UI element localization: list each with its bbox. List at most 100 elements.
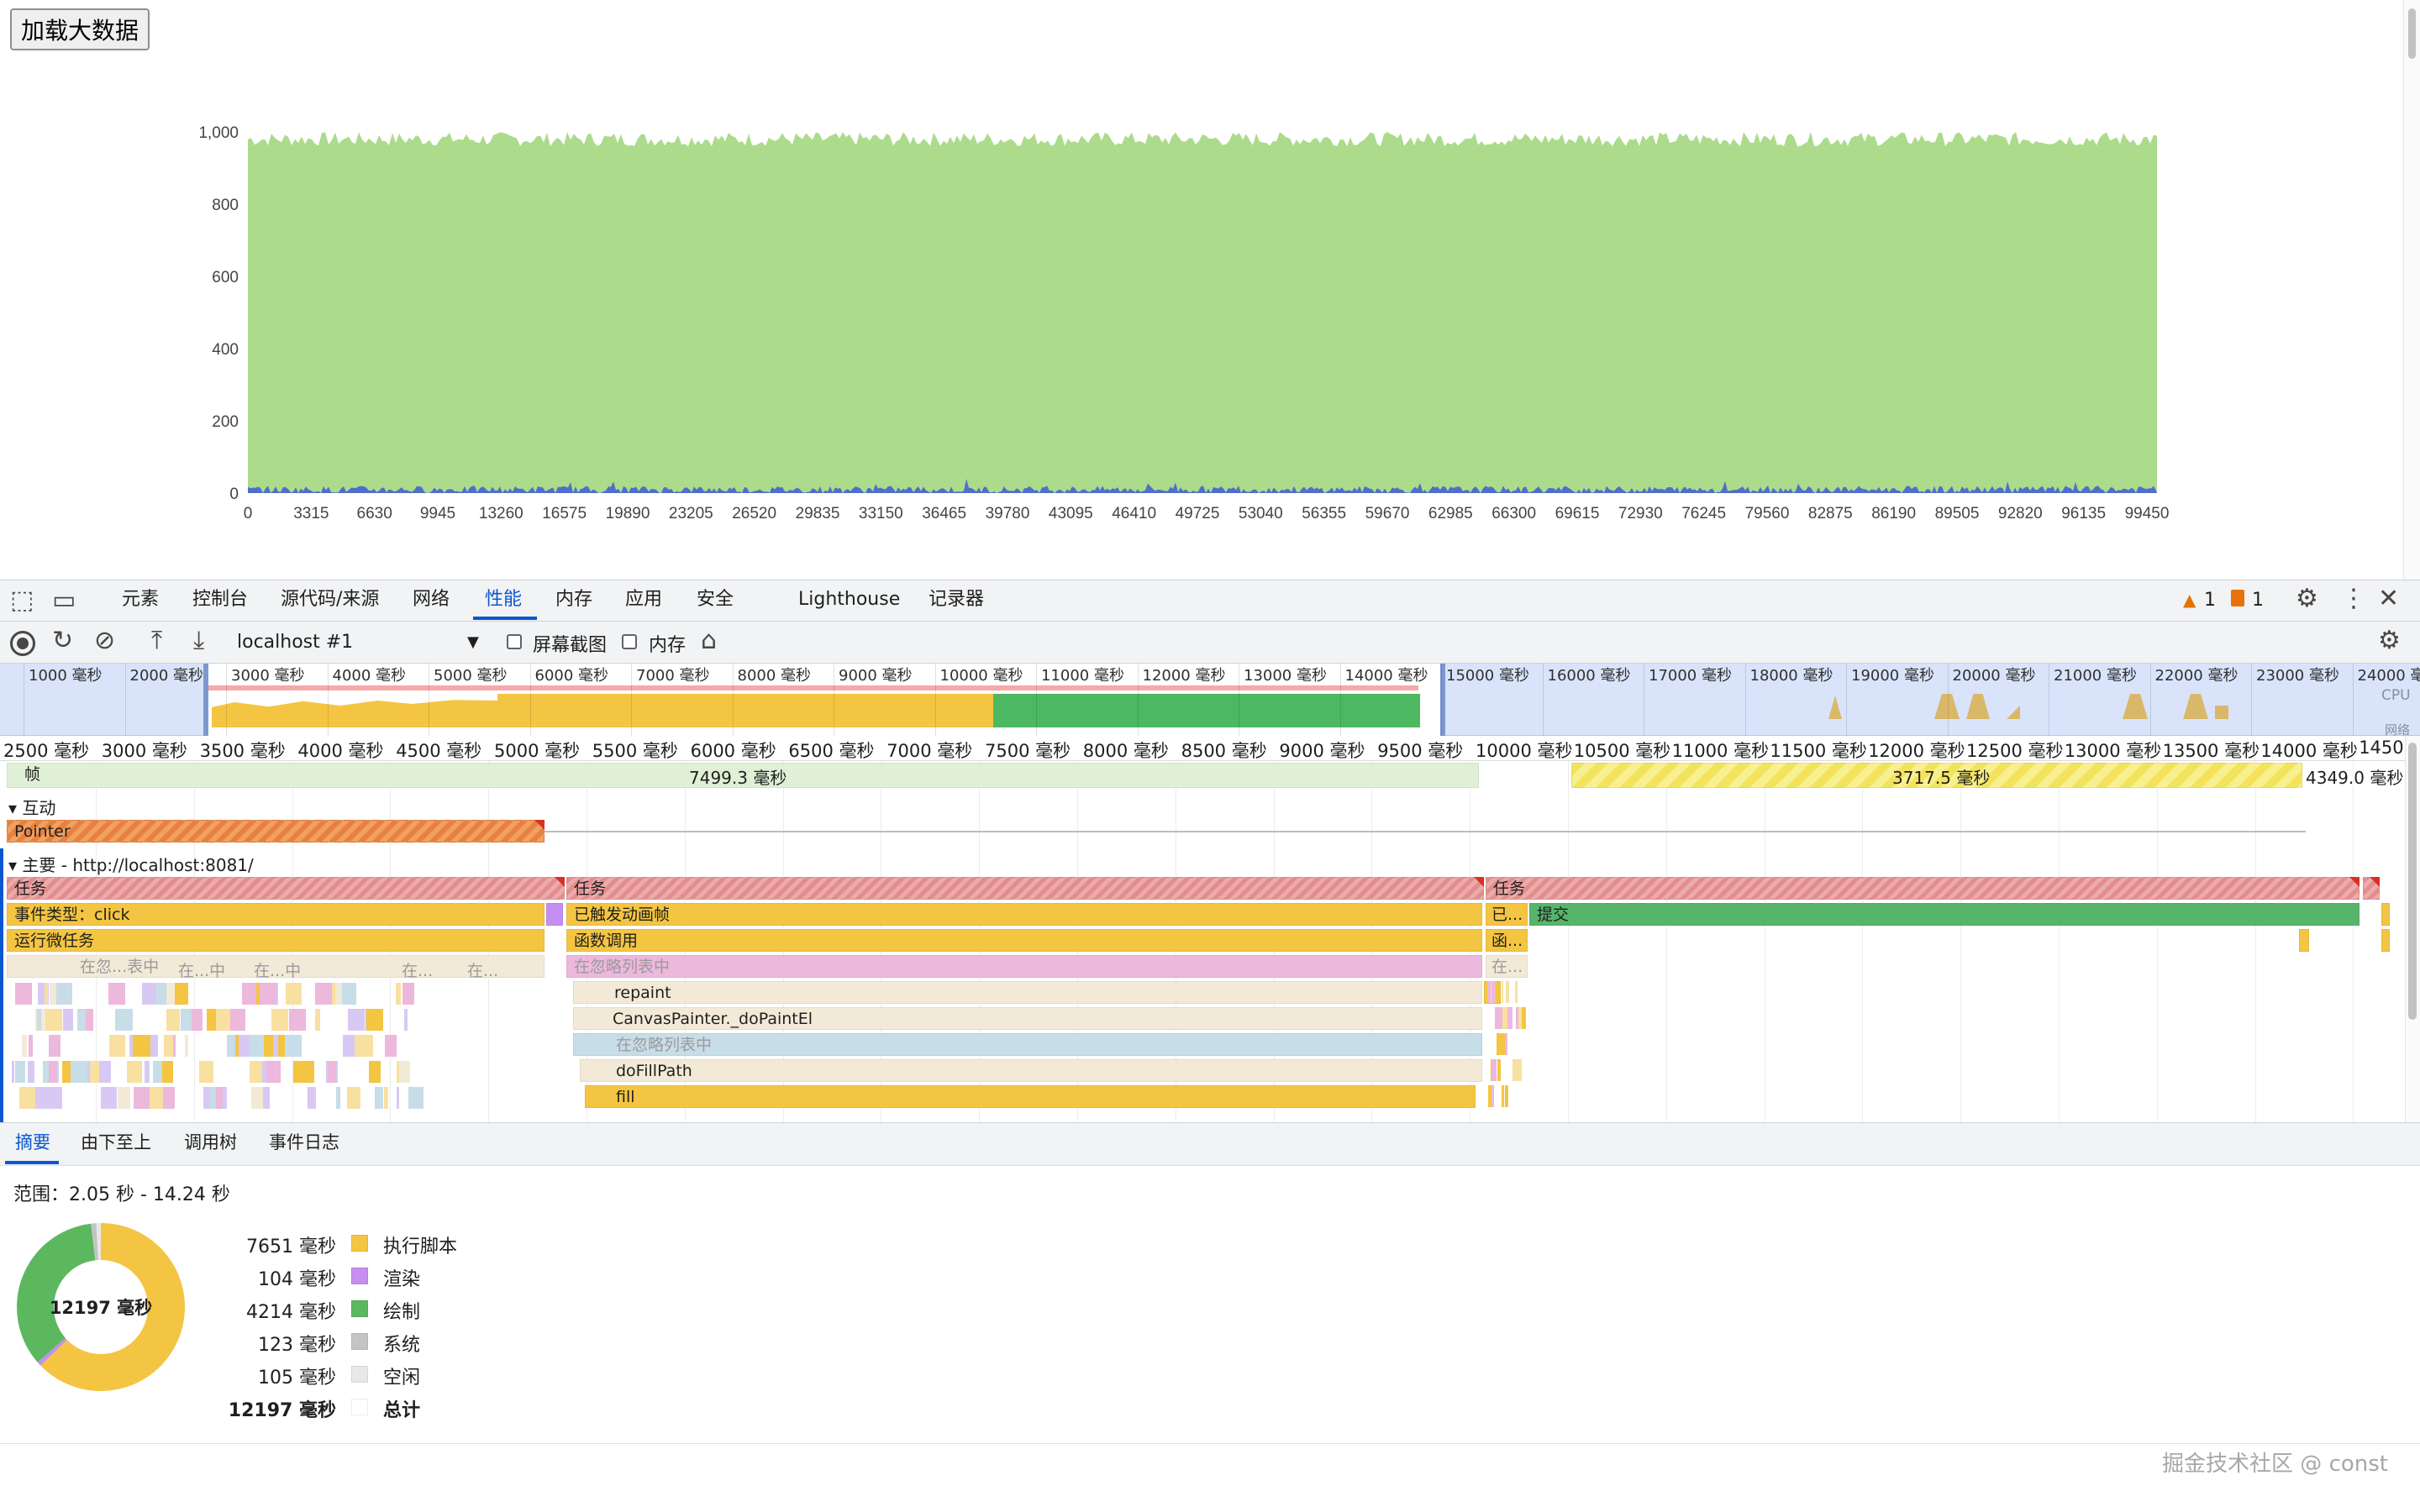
capture-settings-icon[interactable]: ⚙ bbox=[2378, 626, 2401, 655]
flame-slice[interactable] bbox=[86, 1009, 94, 1031]
device-toolbar-icon[interactable]: ▭ bbox=[52, 585, 76, 615]
flame-slice[interactable] bbox=[115, 1009, 133, 1031]
tab-console[interactable]: 控制台 bbox=[192, 589, 249, 610]
flame-slice[interactable] bbox=[49, 1035, 60, 1057]
flame-slice[interactable] bbox=[172, 983, 189, 1005]
flame-scrollbar-thumb[interactable] bbox=[2408, 743, 2417, 1020]
flame-slice[interactable] bbox=[395, 983, 402, 1005]
download-icon[interactable]: ⤓ bbox=[193, 626, 205, 655]
flame-slice[interactable] bbox=[1507, 1007, 1512, 1029]
flame-slice[interactable] bbox=[45, 1009, 63, 1031]
tab-application[interactable]: 应用 bbox=[625, 589, 663, 610]
flame-slice[interactable] bbox=[229, 1009, 246, 1031]
flame-slice[interactable] bbox=[158, 1061, 174, 1083]
flame-slice[interactable] bbox=[21, 1035, 28, 1057]
flame-slice[interactable] bbox=[185, 1035, 188, 1057]
flame-slice[interactable] bbox=[208, 1087, 217, 1109]
fill-bar[interactable]: fill bbox=[585, 1085, 1476, 1108]
flame-slice[interactable] bbox=[374, 1087, 383, 1109]
overview-selection[interactable] bbox=[208, 664, 1444, 736]
flame-slice[interactable] bbox=[293, 1061, 302, 1083]
tab-network[interactable]: 网络 bbox=[413, 589, 450, 610]
flame-slice[interactable] bbox=[1497, 1059, 1501, 1081]
overview-left-handle[interactable] bbox=[203, 664, 208, 736]
flame-slice[interactable] bbox=[18, 1087, 36, 1109]
flame-slice[interactable] bbox=[162, 1087, 176, 1109]
ignored-list-bar-2[interactable]: 在忽略列表中 bbox=[573, 1033, 1482, 1056]
target-select[interactable]: localhost #1 ▼ bbox=[237, 628, 489, 657]
flame-slice[interactable] bbox=[297, 1061, 315, 1083]
tab-elements[interactable]: 元素 bbox=[122, 589, 160, 610]
flame-slice[interactable] bbox=[1515, 1007, 1521, 1029]
flame-slice[interactable] bbox=[402, 983, 415, 1005]
flame-slice[interactable] bbox=[262, 1035, 274, 1057]
tab-security[interactable]: 安全 bbox=[697, 589, 734, 610]
flame-slice[interactable] bbox=[260, 983, 277, 1005]
flame-slice[interactable] bbox=[1491, 1059, 1497, 1081]
tab-lighthouse[interactable]: Lighthouse bbox=[798, 589, 901, 610]
more-options-icon[interactable]: ⋮ bbox=[2341, 584, 2366, 613]
flame-slice[interactable] bbox=[1501, 981, 1503, 1003]
flame-slice[interactable] bbox=[396, 1087, 400, 1109]
flame-slice[interactable] bbox=[35, 1087, 50, 1109]
flame-slice[interactable] bbox=[384, 1035, 397, 1057]
flame-slice[interactable] bbox=[71, 1061, 88, 1083]
flame-slice[interactable] bbox=[28, 1061, 35, 1083]
function-call-bar[interactable]: 函数调用 bbox=[566, 929, 1482, 952]
ignored-short-bar[interactable]: 在... bbox=[1486, 955, 1528, 978]
flame-slice[interactable] bbox=[145, 1061, 149, 1083]
flame-slice[interactable] bbox=[1502, 1007, 1507, 1029]
flame-slice[interactable] bbox=[1520, 1007, 1526, 1029]
frames-track[interactable]: 帧 bbox=[7, 763, 1479, 788]
flame-slice[interactable] bbox=[398, 1061, 411, 1083]
flame-slice[interactable] bbox=[366, 1009, 383, 1031]
flame-slice[interactable] bbox=[29, 1035, 33, 1057]
animation-frame-bar[interactable]: 已触发动画帧 bbox=[566, 903, 1482, 926]
flame-slice[interactable] bbox=[308, 1087, 317, 1109]
overview-right-handle[interactable] bbox=[1440, 664, 1445, 736]
repaint-bar[interactable]: repaint bbox=[573, 981, 1482, 1004]
inspect-element-icon[interactable]: ⬚ bbox=[10, 585, 34, 615]
flame-slice[interactable] bbox=[343, 1035, 355, 1057]
flame-slice[interactable] bbox=[262, 1061, 266, 1083]
flame-slice[interactable] bbox=[1512, 1059, 1515, 1081]
flame-slice[interactable] bbox=[1505, 981, 1509, 1003]
flame-slice[interactable] bbox=[278, 1035, 287, 1057]
flame-slice[interactable] bbox=[346, 1087, 361, 1109]
tab-event-log[interactable]: 事件日志 bbox=[269, 1132, 339, 1152]
flame-slice[interactable] bbox=[249, 1035, 265, 1057]
tab-sources[interactable]: 源代码/来源 bbox=[281, 589, 380, 610]
flame-slice[interactable] bbox=[181, 1009, 192, 1031]
flame-slice[interactable] bbox=[1494, 1007, 1501, 1029]
do-fill-path-bar[interactable]: doFillPath bbox=[580, 1059, 1482, 1082]
flame-slice[interactable] bbox=[134, 1087, 151, 1109]
flame-slice[interactable] bbox=[108, 983, 126, 1005]
flame-slice[interactable] bbox=[1488, 1085, 1492, 1107]
flame-slice[interactable] bbox=[368, 1061, 381, 1083]
do-paint-bar[interactable]: CanvasPainter._doPaintEl bbox=[573, 1007, 1482, 1030]
record-button[interactable] bbox=[10, 631, 35, 656]
event-click-bar[interactable]: 事件类型：click bbox=[7, 903, 544, 926]
flame-slice[interactable] bbox=[117, 1087, 131, 1109]
flame-slice[interactable] bbox=[101, 1087, 117, 1109]
flame-slice[interactable] bbox=[1487, 981, 1491, 1003]
reload-icon[interactable]: ↻ bbox=[52, 626, 74, 655]
flame-slice[interactable] bbox=[249, 1061, 266, 1083]
flame-slice[interactable] bbox=[251, 1087, 264, 1109]
flame-slice[interactable] bbox=[314, 1009, 321, 1031]
load-big-data-button[interactable]: 加载大数据 bbox=[10, 8, 150, 50]
task-bar[interactable]: 任务 bbox=[1486, 877, 2360, 900]
tab-recorder[interactable]: 记录器 bbox=[929, 589, 985, 610]
pointer-interaction[interactable]: Pointer bbox=[7, 820, 544, 843]
flame-slice[interactable] bbox=[37, 1009, 41, 1031]
flame-slice[interactable] bbox=[163, 1035, 174, 1057]
flame-slice[interactable] bbox=[133, 1035, 151, 1057]
flame-slice[interactable] bbox=[1518, 1007, 1523, 1029]
flame-slice[interactable] bbox=[276, 1009, 289, 1031]
flame-slice[interactable] bbox=[242, 983, 257, 1005]
flame-slice[interactable] bbox=[62, 1009, 73, 1031]
small-task-bar[interactable] bbox=[2381, 903, 2390, 926]
tab-call-tree[interactable]: 调用树 bbox=[184, 1132, 237, 1152]
flame-slice[interactable] bbox=[166, 1009, 180, 1031]
flame-slice[interactable] bbox=[14, 1061, 25, 1083]
